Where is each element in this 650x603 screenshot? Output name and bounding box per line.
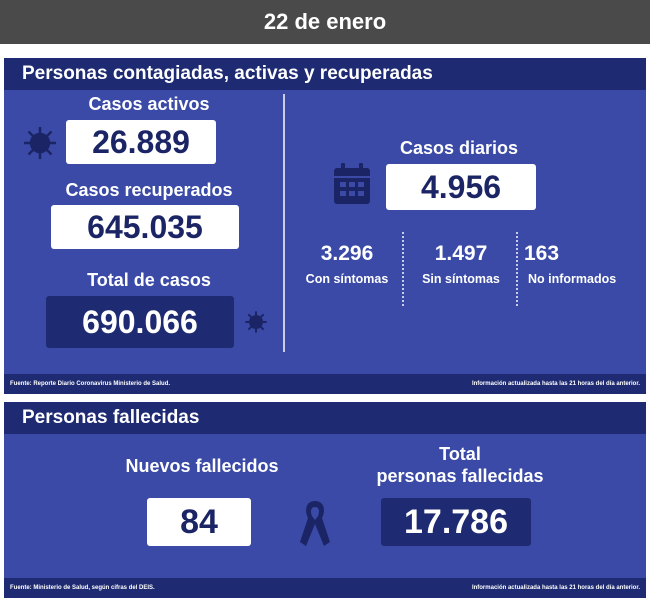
fallecidas-footer: Fuente: Ministerio de Salud, según cifra… bbox=[4, 578, 646, 598]
contagiados-title-bar: Personas contagiadas, activas y recupera… bbox=[4, 58, 646, 90]
casos-activos-label: Casos activos bbox=[88, 94, 210, 114]
sin-sintomas-label: Sin síntomas bbox=[422, 272, 500, 286]
breakdown-divider bbox=[516, 232, 518, 306]
date-header: 22 de enero bbox=[0, 0, 650, 44]
casos-diarios-label: Casos diarios bbox=[399, 138, 519, 158]
con-sintomas-value: 3.296 bbox=[320, 242, 374, 265]
total-fallecidas-label-line1: Total bbox=[439, 444, 481, 464]
fallecidas-title-bar: Personas fallecidas bbox=[4, 402, 646, 434]
update-note: Información actualizada hasta las 21 hor… bbox=[471, 585, 640, 591]
source-note: Fuente: Ministerio de Salud, según cifra… bbox=[10, 585, 155, 591]
con-sintomas-label: Con síntomas bbox=[305, 272, 389, 286]
total-fallecidas-label-line2: personas fallecidas bbox=[376, 466, 544, 486]
casos-recuperados-label: Casos recuperados bbox=[65, 180, 233, 200]
total-casos-label: Total de casos bbox=[87, 270, 211, 290]
virus-icon bbox=[22, 125, 58, 166]
virus-icon bbox=[244, 310, 268, 339]
casos-diarios-value: 4.956 bbox=[386, 164, 536, 210]
contagiados-panel: Personas contagiadas, activas y recupera… bbox=[4, 58, 646, 394]
no-informados-value: 163 bbox=[524, 242, 560, 265]
contagiados-title: Personas contagiadas, activas y recupera… bbox=[22, 63, 433, 84]
date-title: 22 de enero bbox=[263, 9, 387, 34]
source-note: Fuente: Reporte Diario Coronavirus Minis… bbox=[10, 381, 171, 387]
contagiados-footer: Fuente: Reporte Diario Coronavirus Minis… bbox=[4, 374, 646, 394]
sin-sintomas-value: 1.497 bbox=[434, 242, 488, 265]
fallecidas-panel: Personas fallecidas Nuevos fallecidos 84… bbox=[4, 402, 646, 598]
nuevos-fallecidos-label: Nuevos fallecidos bbox=[125, 456, 279, 476]
total-fallecidas-value: 17.786 bbox=[381, 498, 531, 546]
fallecidas-title: Personas fallecidas bbox=[22, 407, 200, 428]
nuevos-fallecidos-value: 84 bbox=[147, 498, 251, 546]
casos-activos-value: 26.889 bbox=[66, 120, 216, 164]
total-casos-value: 690.066 bbox=[46, 296, 234, 348]
update-note: Información actualizada hasta las 21 hor… bbox=[471, 381, 640, 387]
no-informados-label: No informados bbox=[528, 272, 617, 286]
vertical-divider bbox=[283, 94, 285, 352]
ribbon-icon bbox=[298, 498, 332, 553]
calendar-icon bbox=[332, 162, 372, 211]
breakdown-divider bbox=[402, 232, 404, 306]
casos-recuperados-value: 645.035 bbox=[51, 205, 239, 249]
